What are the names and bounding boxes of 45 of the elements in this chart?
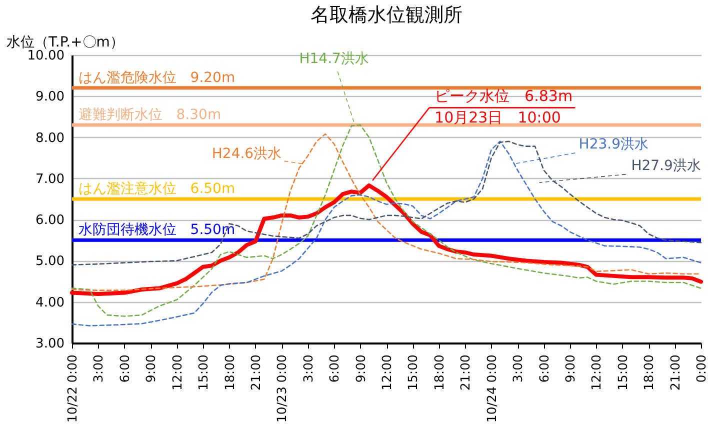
x-tick-label: 6:00: [116, 354, 132, 383]
y-tick-label: 8.00: [36, 130, 64, 146]
x-tick-label: 10/24 0:00: [484, 354, 499, 423]
x-tick-label: 21:00: [458, 354, 473, 391]
y-tick-label: 6.00: [36, 213, 64, 228]
ref-line-label: 避難判断水位 8.30m: [78, 106, 222, 123]
x-tick-label: 21:00: [248, 354, 263, 391]
x-tick-label: 12:00: [379, 354, 394, 391]
x-tick-label: 9:00: [562, 354, 578, 383]
x-tick-label: 15:00: [614, 354, 630, 391]
x-tick-label: 18:00: [431, 354, 446, 391]
x-tick-label: 15:00: [196, 354, 211, 391]
text: H14.7洪水: [299, 51, 369, 68]
x-tick-label: 12:00: [588, 354, 604, 391]
ref-line-label: はん濫危険水位 9.20m: [78, 70, 236, 86]
x-tick-label: 3:00: [90, 354, 106, 383]
ref-line-label: 水防団待機水位 5.50m: [78, 222, 236, 238]
annotation: ピーク水位 6.83m: [434, 87, 573, 106]
text: H23.9洪水: [578, 136, 648, 152]
y-tick-label: 4.00: [36, 295, 64, 310]
x-tick-label: 10/23 0:00: [274, 354, 290, 423]
chart-title: 名取橋水位観測所: [310, 4, 462, 26]
text: H27.9洪水: [631, 158, 701, 174]
legend-label: H24.6洪水: [212, 146, 282, 162]
y-tick-label: 5.00: [36, 254, 64, 270]
y-tick-label: 10.00: [27, 48, 64, 64]
x-tick-label: 3:00: [510, 354, 526, 383]
x-tick-label: 18:00: [222, 354, 237, 391]
y-axis-title: 水位（T.P.+〇m）: [6, 34, 124, 50]
x-tick-label: 6:00: [536, 354, 552, 383]
annotation: 10月23日 10:00: [434, 108, 561, 127]
x-tick-label: 18:00: [641, 354, 656, 391]
x-tick-label: 9:00: [143, 354, 158, 383]
y-tick-label: 9.00: [36, 90, 64, 105]
x-tick-label: 0:00: [694, 354, 708, 383]
x-tick-label: 21:00: [667, 354, 682, 391]
x-tick-label: 6:00: [326, 354, 342, 383]
y-tick-label: 7.00: [36, 172, 64, 187]
x-tick-label: 9:00: [352, 354, 368, 383]
x-tick-label: 12:00: [169, 354, 184, 391]
x-tick-label: 15:00: [405, 354, 420, 391]
ref-line-label: はん濫注意水位 6.50m: [78, 181, 236, 197]
x-tick-label: 3:00: [300, 354, 316, 383]
y-tick-label: 3.00: [36, 336, 64, 352]
x-tick-label: 10/22 0:00: [64, 354, 80, 423]
